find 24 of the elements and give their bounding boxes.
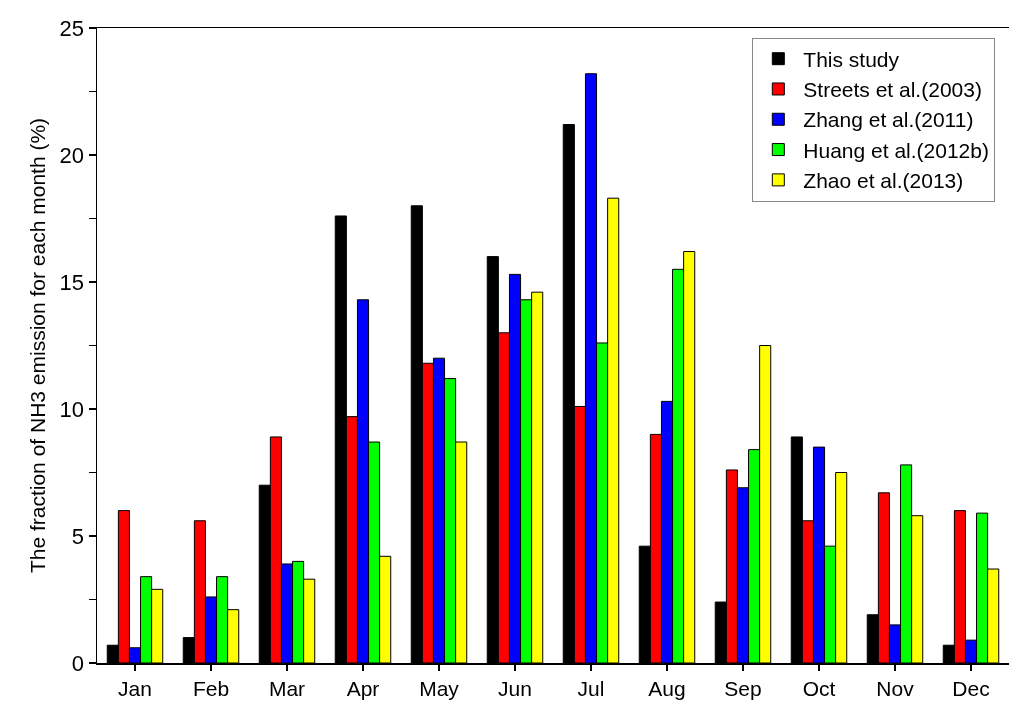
x-tick-label: Feb bbox=[192, 676, 230, 700]
legend-label: Zhang et al.(2011) bbox=[803, 108, 974, 132]
x-tick-label: Aug bbox=[648, 676, 686, 700]
x-tick-label: Oct bbox=[802, 676, 836, 700]
x-tick-label: Sep bbox=[724, 676, 762, 700]
x-tick-label: May bbox=[419, 676, 460, 700]
y-tick-label: 20 bbox=[59, 142, 85, 168]
y-tick-label: 25 bbox=[59, 15, 85, 41]
x-tick-label: Apr bbox=[346, 676, 380, 700]
x-tick-label: Jan bbox=[118, 676, 152, 700]
x-tick-label: Mar bbox=[268, 676, 306, 700]
x-tick-label: Dec bbox=[952, 676, 990, 700]
legend-label: Huang et al.(2012b) bbox=[803, 138, 989, 162]
x-tick-label: Jun bbox=[498, 676, 532, 700]
y-tick-label: 5 bbox=[71, 523, 85, 549]
x-tick-label: Jul bbox=[577, 676, 605, 700]
x-tick-label: Nov bbox=[876, 676, 915, 700]
legend-label: Zhao et al.(2013) bbox=[803, 169, 964, 193]
y-tick-label: 15 bbox=[59, 269, 85, 295]
y-tick-label: 10 bbox=[59, 396, 85, 422]
legend-label: This study bbox=[803, 47, 900, 71]
legend-label: Streets et al.(2003) bbox=[803, 78, 982, 102]
y-axis-title: The fraction of NH3 emission for each month (%) bbox=[25, 117, 49, 574]
y-tick-label: 0 bbox=[71, 650, 85, 676]
